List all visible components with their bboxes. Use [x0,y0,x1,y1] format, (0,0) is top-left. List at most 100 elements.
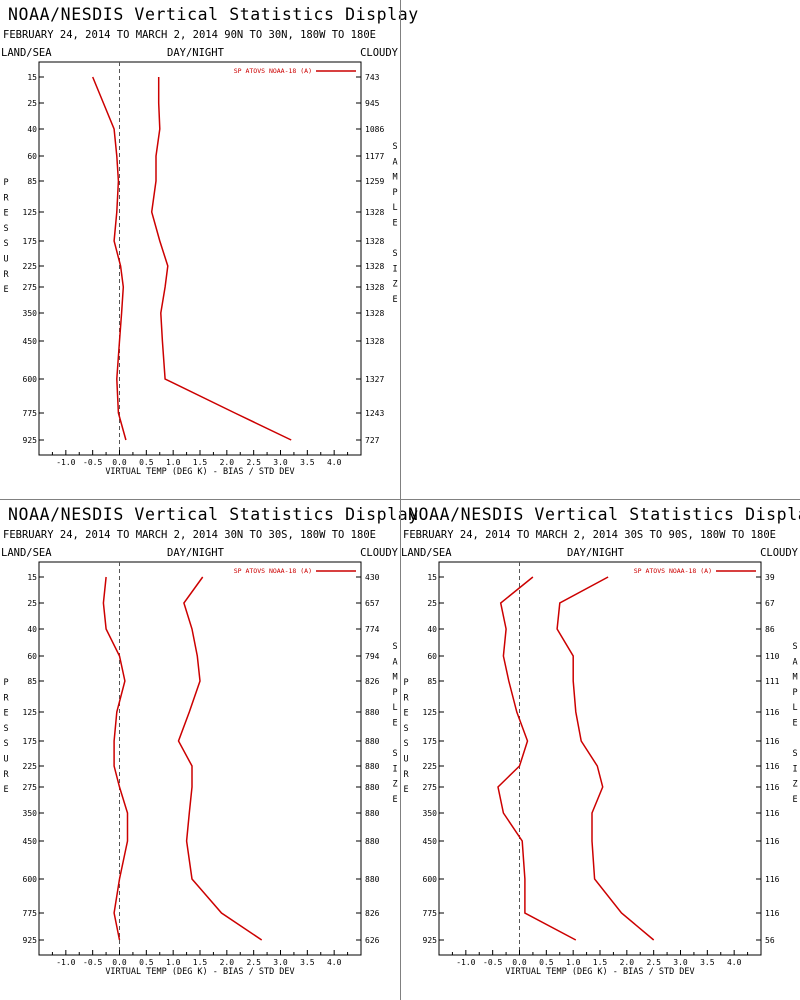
pressure-level-label: 350 [23,309,38,318]
x-tick-label: -1.0 [56,458,75,467]
pressure-level-label: 25 [427,599,437,608]
day-night-label: DAY/NIGHT [167,547,224,559]
sample-size-label: 1328 [365,309,384,318]
land-sea-label: LAND/SEA [401,547,452,559]
sample-size-label: 86 [765,625,775,634]
x-tick-label: 3.5 [300,458,315,467]
y2-axis-label-letter: Z [792,780,797,790]
sample-size-label: 1086 [365,125,384,134]
x-tick-label: -0.5 [83,458,102,467]
sample-size-label: 110 [765,652,780,661]
bias-series-line [92,76,127,441]
pressure-level-label: 40 [27,125,37,134]
chart-svg: -1.0 -0.5 0.0 0.5 1.0 1.5 2.0 2.5 3.0 3.5 4.0 VIRTU… [403,561,798,977]
std-dev-series-line [150,77,292,441]
pressure-level-label: 775 [423,909,438,918]
x-tick-label: 3.0 [673,958,688,967]
pressure-level-label: 275 [23,283,38,292]
pressure-level-label: 450 [23,837,38,846]
x-tick-label: 1.5 [593,958,608,967]
sample-size-label: 880 [365,708,380,717]
y-axis-label-letter: R [403,693,409,703]
y2-axis-label-letter: P [392,688,397,698]
y-axis-label-letter: S [3,239,8,249]
chart-panel-30s-90s: NOAA/NESDIS Vertical Statistics Display F… [400,500,800,1000]
day-night-label: DAY/NIGHT [167,47,224,59]
x-tick-label: 1.0 [166,458,181,467]
y2-axis-label-letter: I [392,264,397,274]
y2-axis-label-letter: S [792,749,797,759]
chart-panel-90n-30n: NOAA/NESDIS Vertical Statistics Display F… [0,0,418,500]
pressure-level-label: 60 [27,152,37,161]
pressure-level-label: 125 [23,208,38,217]
x-tick-label: 1.0 [566,958,581,967]
x-tick-label: 3.0 [273,958,288,967]
x-tick-label: 2.0 [220,458,235,467]
y-axis-label-letter: U [3,255,8,265]
x-axis-label: VIRTUAL TEMP (DEG K) - BIAS / STD DEV [105,967,294,977]
x-tick-label: 0.0 [112,458,127,467]
y2-axis-label-letter: E [792,795,797,805]
pressure-level-label: 175 [23,237,38,246]
y2-axis-label-letter: E [792,719,797,729]
sample-size-label: 880 [365,837,380,846]
y-axis-label-letter: S [3,724,8,734]
panel-title: NOAA/NESDIS Vertical Statistics Display [8,5,419,24]
pressure-level-label: 925 [423,936,438,945]
y-axis-label-letter: R [403,770,409,780]
y2-axis-label-letter: S [392,142,397,152]
x-tick-label: -0.5 [83,958,102,967]
x-tick-label: 0.5 [139,458,154,467]
x-tick-label: 0.5 [539,958,554,967]
y-axis-label-letter: E [3,209,8,219]
pressure-level-label: 450 [23,337,38,346]
chart-svg: -1.0 -0.5 0.0 0.5 1.0 1.5 2.0 2.5 3.0 3.5 4.0 VIRTU… [3,61,398,477]
y-axis-label-letter: R [3,693,9,703]
y2-axis-label-letter: A [792,657,797,667]
sample-size-label: 111 [765,677,780,686]
y-axis-label-letter: R [3,193,9,203]
pressure-level-label: 60 [427,652,437,661]
chart-svg: -1.0 -0.5 0.0 0.5 1.0 1.5 2.0 2.5 3.0 3.5 4.0 VIRTU… [3,561,398,977]
pressure-level-label: 600 [423,875,438,884]
pressure-level-label: 25 [27,599,37,608]
pressure-level-label: 775 [23,909,38,918]
y2-axis-label-letter: L [392,203,397,213]
x-tick-label: 4.0 [327,958,342,967]
y2-axis-label-letter: E [392,719,397,729]
sample-size-label: 116 [765,783,780,792]
sample-size-label: 1327 [365,375,384,384]
y2-axis-label-letter: A [392,157,397,167]
cloudy-label: CLOUDY [360,547,398,559]
x-tick-label: 2.5 [246,958,261,967]
x-tick-label: 1.0 [166,958,181,967]
y-axis-label-letter: S [403,739,408,749]
y-axis-label-letter: E [403,709,408,719]
x-tick-label: -1.0 [456,958,475,967]
day-night-label: DAY/NIGHT [567,547,624,559]
legend-label: SP ATOVS NOAA-18 (A) [234,567,312,575]
pressure-level-label: 925 [23,436,38,445]
y2-axis-label-letter: S [392,249,397,259]
pressure-level-label: 15 [27,573,37,582]
pressure-level-label: 175 [23,737,38,746]
sample-size-label: 1243 [365,409,384,418]
y-axis-label-letter: E [3,785,8,795]
y2-axis-label-letter: P [392,188,397,198]
y2-axis-label-letter: S [392,749,397,759]
y2-axis-label-letter: E [392,219,397,229]
x-tick-label: 4.0 [327,458,342,467]
y2-axis-label-letter: E [392,795,397,805]
sample-size-label: 880 [365,875,380,884]
y2-axis-label-letter: I [792,764,797,774]
bias-series-line [102,576,129,941]
pressure-level-label: 40 [27,625,37,634]
std-dev-series-line [556,576,655,941]
pressure-level-label: 925 [23,936,38,945]
divider-horizontal [0,499,800,500]
plot-frame [438,561,762,956]
sample-size-label: 116 [765,809,780,818]
pressure-level-label: 60 [27,652,37,661]
y-axis-label-letter: E [403,785,408,795]
panel-subtitle: FEBRUARY 24, 2014 TO MARCH 2, 2014 30N T… [3,529,376,541]
